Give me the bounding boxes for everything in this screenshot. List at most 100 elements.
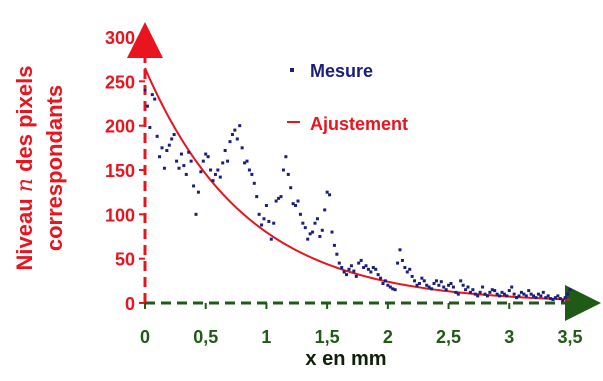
y-tick-label: 50 (115, 250, 135, 270)
y-tick-label: 0 (125, 294, 135, 314)
measure-point (201, 159, 205, 163)
measure-point (313, 221, 317, 225)
measure-point (354, 274, 358, 278)
x-ticks-group: 0 0,5 1 1,5 2 2,5 3 3,5 (140, 303, 583, 347)
measure-point (362, 266, 366, 270)
measure-point (182, 164, 186, 168)
measure-point (439, 280, 443, 284)
measure-point (529, 292, 533, 296)
measure-point (272, 221, 276, 225)
measure-point (383, 279, 387, 283)
measure-point (294, 203, 298, 207)
measure-point (189, 159, 193, 163)
measure-point (505, 294, 509, 298)
fit-curve (144, 67, 571, 301)
measure-point (551, 297, 555, 301)
measure-points-group (143, 88, 572, 302)
measure-point (267, 219, 271, 223)
measure-point (349, 264, 353, 268)
legend-marker-mesure (290, 68, 294, 72)
measure-point (510, 285, 514, 289)
measure-point (456, 292, 460, 296)
measure-point (172, 133, 176, 137)
y-axis-title-line1: Niveau n des pixels (12, 66, 38, 271)
measure-point (277, 196, 281, 200)
measure-point (340, 266, 344, 270)
measure-point (243, 161, 247, 165)
measure-point (444, 288, 448, 292)
measure-point (145, 104, 149, 108)
measure-point (561, 298, 565, 302)
measure-point (432, 281, 436, 285)
measure-point (400, 258, 404, 262)
measure-point (393, 288, 397, 292)
y-ticks-group: 0 50 100 150 200 250 300 (105, 28, 145, 314)
measure-point (306, 237, 310, 241)
measure-point (228, 140, 232, 144)
measure-point (155, 134, 159, 138)
measure-point (311, 230, 315, 234)
measure-point (466, 285, 470, 289)
measure-point (194, 212, 198, 216)
measure-point (196, 190, 200, 194)
measure-point (184, 172, 188, 176)
measure-point (303, 226, 307, 230)
measure-point (546, 294, 550, 298)
measure-point (175, 159, 179, 163)
measure-point (415, 283, 419, 287)
measure-point (347, 267, 351, 271)
measure-point (502, 292, 506, 296)
measure-point (213, 172, 217, 176)
measure-point (342, 270, 346, 274)
measure-point (522, 292, 526, 296)
measure-point (284, 155, 288, 159)
measure-point (495, 292, 499, 296)
measure-point (192, 184, 196, 188)
measure-point (512, 292, 516, 296)
measure-point (318, 235, 322, 238)
measure-point (478, 290, 482, 294)
measure-point (490, 288, 494, 292)
measure-point (204, 152, 208, 156)
measure-point (425, 283, 429, 287)
measure-point (323, 208, 327, 212)
measure-point (563, 296, 567, 300)
measure-point (260, 223, 264, 227)
measure-point (252, 181, 256, 185)
x-tick-label: 1 (261, 327, 271, 347)
measure-point (500, 290, 504, 294)
legend-label-ajustement: Ajustement (310, 114, 408, 134)
measure-point (221, 161, 225, 165)
y-axis-title-post: des pixels (12, 66, 37, 179)
measure-point (459, 279, 463, 283)
measure-point (410, 274, 414, 278)
measure-point (485, 294, 489, 298)
measure-point (464, 288, 468, 292)
measure-point (461, 283, 465, 287)
measure-point (437, 283, 441, 287)
measure-point (549, 297, 553, 301)
measure-point (366, 267, 370, 271)
measure-point (527, 289, 531, 293)
y-tick-label: 300 (105, 28, 135, 48)
x-tick-label: 0,5 (193, 327, 218, 347)
measure-point (534, 296, 538, 300)
measure-point (434, 279, 438, 283)
measure-point (396, 261, 400, 265)
y-axis-title-line2: correspondants (42, 85, 67, 251)
x-tick-label: 3,5 (557, 327, 582, 347)
measure-point (376, 273, 380, 277)
measure-point (357, 261, 361, 265)
measure-point (515, 296, 519, 300)
measure-point (153, 97, 157, 101)
measure-point (308, 232, 312, 236)
measure-point (507, 289, 511, 293)
x-tick-label: 1,5 (315, 327, 340, 347)
measure-point (405, 270, 409, 274)
measure-point (235, 137, 239, 141)
measure-point (332, 243, 336, 247)
x-tick-label: 2,5 (436, 327, 461, 347)
measure-point (386, 283, 390, 287)
measure-point (206, 155, 210, 159)
measure-point (381, 281, 385, 285)
